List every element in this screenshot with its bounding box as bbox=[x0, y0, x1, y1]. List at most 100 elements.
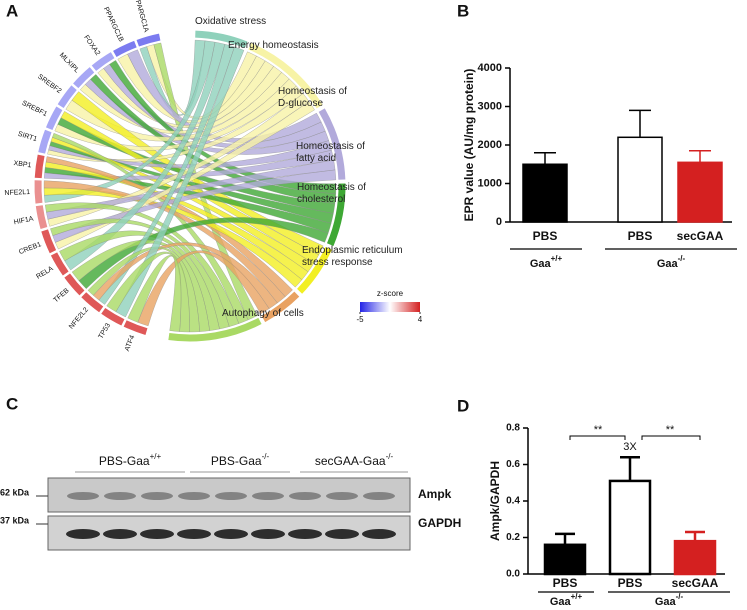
significance-bracket bbox=[641, 435, 701, 440]
gene-label: PPARGC1A bbox=[132, 0, 149, 33]
gene-segment bbox=[123, 320, 148, 335]
bar bbox=[608, 479, 652, 576]
group-label: Gaa-/- bbox=[657, 254, 686, 270]
bar bbox=[677, 161, 723, 223]
group-label-text: Gaa bbox=[530, 258, 552, 270]
band bbox=[141, 492, 173, 500]
band bbox=[215, 492, 247, 500]
term-segment bbox=[248, 43, 323, 109]
term-label: Endoplasmic reticulum stress response bbox=[302, 245, 403, 268]
term-segment bbox=[326, 183, 346, 247]
band bbox=[363, 492, 395, 500]
term-segment bbox=[297, 246, 332, 294]
y-tick-label: 3000 bbox=[478, 100, 502, 112]
chord bbox=[153, 42, 258, 321]
group-label-sup: -/- bbox=[678, 254, 686, 263]
group-label-sup: +/+ bbox=[571, 592, 583, 601]
x-tick-label: PBS bbox=[553, 576, 578, 590]
legend-tick-label: 4 bbox=[418, 315, 423, 324]
chord bbox=[137, 250, 270, 327]
gene-segment bbox=[64, 273, 85, 296]
x-tick-label: PBS bbox=[618, 576, 643, 590]
bar bbox=[522, 163, 568, 223]
gene-segment bbox=[57, 85, 77, 109]
gene-label: SIRT1 bbox=[17, 131, 38, 143]
term-segment bbox=[261, 291, 300, 323]
term-label: Oxidative stress bbox=[195, 16, 267, 27]
term-label: Energy homeostasis bbox=[228, 40, 319, 51]
gene-label: ATF4 bbox=[124, 334, 137, 352]
term-label: Homeostasis of D-glucose bbox=[278, 86, 347, 109]
y-tick-label: 0 bbox=[496, 216, 502, 228]
panel-label: C bbox=[6, 394, 18, 413]
gene-label: CREB1 bbox=[18, 241, 42, 256]
band bbox=[288, 529, 322, 539]
y-tick-label: 0.4 bbox=[506, 496, 520, 507]
legend-title: z-score bbox=[377, 289, 404, 298]
term-segment bbox=[168, 317, 262, 342]
group-label-text: Gaa bbox=[550, 596, 572, 608]
protein-label: Ampk bbox=[418, 487, 452, 501]
chord bbox=[90, 74, 336, 204]
lane-header-text: PBS-Gaa bbox=[99, 454, 150, 468]
panel-label: B bbox=[457, 1, 469, 20]
group-label-sup: +/+ bbox=[551, 254, 563, 263]
chord bbox=[43, 180, 286, 304]
y-tick-label: 0.6 bbox=[506, 459, 520, 470]
x-tick-label: secGAA bbox=[677, 229, 724, 243]
group-label-sup: -/- bbox=[676, 592, 684, 601]
band bbox=[326, 492, 358, 500]
protein-label: GAPDH bbox=[418, 516, 461, 530]
bar bbox=[673, 539, 717, 576]
gene-segment bbox=[34, 154, 45, 179]
lane-header-sup: +/+ bbox=[150, 452, 162, 461]
gene-segment bbox=[35, 205, 48, 229]
y-axis-title: EPR value (AU/mg protein) bbox=[462, 69, 476, 222]
gene-segment bbox=[45, 106, 63, 131]
significance-bracket bbox=[569, 435, 626, 440]
bands bbox=[66, 492, 396, 539]
band bbox=[103, 529, 137, 539]
marker-label: 62 kDa bbox=[0, 487, 30, 497]
gene-segment bbox=[73, 67, 95, 89]
gene-label: NFE2L1 bbox=[4, 189, 30, 197]
gene-label: MLXIPL bbox=[58, 52, 81, 75]
y-tick-label: 0.8 bbox=[506, 423, 520, 434]
y-axis-title: Ampk/GAPDH bbox=[488, 461, 502, 541]
band bbox=[66, 529, 100, 539]
y-tick-label: 4000 bbox=[478, 62, 502, 74]
y-tick-label: 0.0 bbox=[506, 569, 520, 580]
lane-header: PBS-Gaa+/+ bbox=[99, 452, 162, 468]
band bbox=[177, 529, 211, 539]
lane-header-sup: -/- bbox=[386, 452, 394, 461]
x-tick-label: PBS bbox=[628, 229, 653, 243]
legend-bar bbox=[360, 302, 420, 312]
x-tick-label: PBS bbox=[533, 229, 558, 243]
lane-header-text: PBS-Gaa bbox=[211, 454, 262, 468]
band bbox=[362, 529, 396, 539]
band bbox=[178, 492, 210, 500]
lane-header: PBS-Gaa-/- bbox=[211, 452, 270, 468]
panel-label: D bbox=[457, 396, 469, 415]
band bbox=[140, 529, 174, 539]
band bbox=[289, 492, 321, 500]
annotation: ** bbox=[594, 424, 603, 436]
term-label: Autophagy of cells bbox=[222, 308, 304, 319]
chord bbox=[87, 246, 200, 333]
gene-label: XBP1 bbox=[13, 160, 32, 169]
bar bbox=[543, 543, 587, 576]
legend-tick-label: -5 bbox=[356, 315, 364, 324]
group-label-text: Gaa bbox=[655, 596, 677, 608]
chord bbox=[45, 202, 240, 327]
term-label: Homeostasis of cholesterol bbox=[297, 182, 366, 205]
group-label: Gaa+/+ bbox=[530, 254, 563, 270]
chords bbox=[43, 39, 337, 333]
gene-label: PPARGC1B bbox=[102, 6, 125, 43]
y-tick-label: 1000 bbox=[478, 177, 502, 189]
gene-label: HIF1A bbox=[13, 215, 34, 226]
marker-label: 37 kDa bbox=[0, 515, 30, 525]
band bbox=[252, 492, 284, 500]
x-tick-label: secGAA bbox=[672, 576, 719, 590]
